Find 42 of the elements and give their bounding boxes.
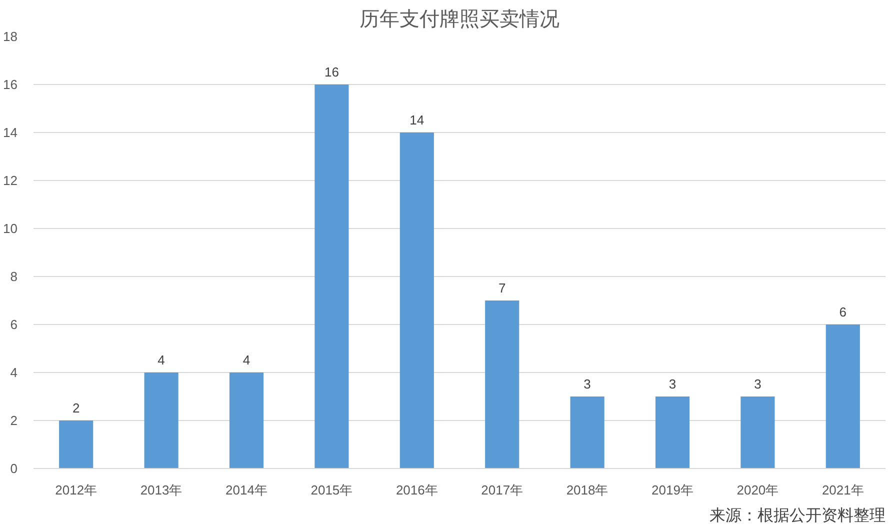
x-tick-label: 2012年 (55, 482, 98, 498)
data-label: 2 (72, 400, 80, 416)
y-tick-label: 2 (10, 413, 18, 428)
source-note: 来源：根据公开资料整理 (710, 506, 886, 524)
data-label: 14 (410, 112, 424, 128)
x-tick-label: 2019年 (652, 482, 694, 498)
data-label: 6 (839, 304, 847, 320)
data-label: 4 (158, 352, 165, 368)
x-tick-label: 2021年 (822, 482, 864, 498)
bar (740, 396, 775, 468)
y-tick-label: 12 (3, 173, 18, 188)
bar (400, 132, 434, 468)
data-label: 3 (584, 376, 591, 392)
bar (314, 84, 349, 468)
data-label: 16 (324, 64, 339, 80)
bar (229, 372, 264, 468)
x-tick-label: 2020年 (736, 482, 779, 498)
y-tick-label: 6 (10, 317, 18, 332)
bar (826, 324, 860, 468)
bar (59, 420, 94, 468)
chart-title: 历年支付牌照买卖情况 (360, 8, 560, 30)
bar (144, 372, 178, 468)
bar (485, 300, 520, 468)
y-tick-label: 16 (3, 77, 18, 92)
y-tick-label: 0 (10, 461, 18, 476)
data-label: 3 (668, 376, 676, 392)
data-label: 7 (498, 280, 506, 296)
y-tick-label: 4 (10, 365, 18, 380)
y-tick-label: 14 (3, 125, 18, 140)
data-label: 3 (754, 376, 762, 392)
y-tick-label: 10 (3, 221, 18, 236)
bar (570, 396, 604, 468)
x-tick-label: 2018年 (566, 482, 608, 498)
x-tick-label: 2017年 (481, 482, 524, 498)
x-tick-label: 2015年 (310, 482, 353, 498)
y-tick-label: 18 (3, 29, 18, 44)
x-tick-label: 2013年 (140, 482, 182, 498)
data-label: 4 (242, 352, 250, 368)
y-tick-label: 8 (10, 269, 18, 284)
bar (655, 396, 690, 468)
x-tick-label: 2016年 (396, 482, 438, 498)
x-tick-label: 2014年 (226, 482, 268, 498)
